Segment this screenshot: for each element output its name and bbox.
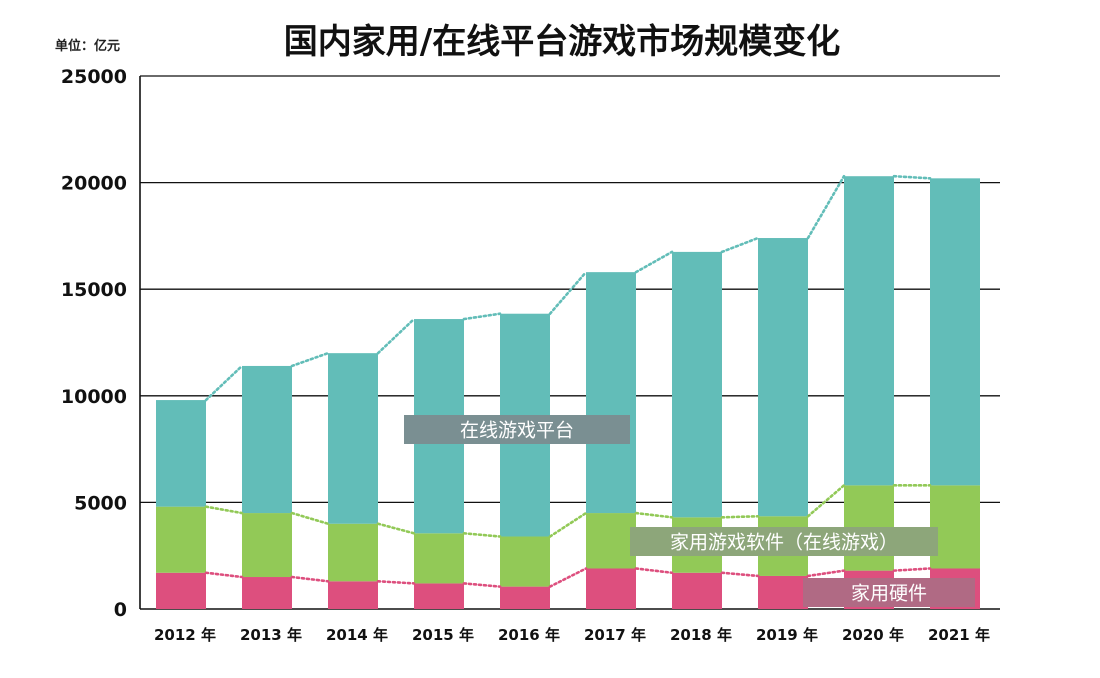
trend-line-segment <box>204 364 244 402</box>
trend-line-segment <box>892 174 932 180</box>
chart-title: 国内家用/在线平台游戏市场规模变化 <box>284 22 840 62</box>
bar-segment <box>586 513 636 569</box>
x-tick-label: 2019 年 <box>756 626 818 644</box>
bar-segment <box>156 506 206 573</box>
series-label-text: 在线游戏平台 <box>460 420 574 442</box>
series-label: 在线游戏平台 <box>404 415 630 444</box>
bar-segment <box>586 568 636 609</box>
x-tick-label: 2015 年 <box>412 626 474 644</box>
x-tick-label: 2012 年 <box>154 626 216 644</box>
series-label-box <box>630 527 938 556</box>
x-tick-label: 2018 年 <box>670 626 732 644</box>
trend-lines <box>204 174 932 588</box>
bar-segment <box>328 353 378 524</box>
trend-line-segment <box>634 511 674 519</box>
trend-line-segment <box>376 317 416 355</box>
trend-line-segment <box>548 567 588 588</box>
trend-line-segment <box>806 569 846 578</box>
trend-line-segment <box>720 571 760 578</box>
trend-line-segment <box>634 250 674 274</box>
bars <box>156 176 980 609</box>
y-tick-label: 10000 <box>61 386 127 408</box>
trend-line-segment <box>892 567 932 572</box>
trend-line-segment <box>290 351 330 368</box>
series-label: 家用游戏软件（在线游戏） <box>630 527 938 556</box>
bar-segment <box>242 513 292 578</box>
bar-segment <box>758 238 808 517</box>
series-label-box <box>404 415 630 444</box>
bar-segment <box>586 272 636 514</box>
trend-line-segment <box>634 567 674 575</box>
x-tick-label: 2013 年 <box>240 626 302 644</box>
bar-segment <box>414 583 464 609</box>
bar-segment <box>672 572 722 609</box>
unit-label: 单位：亿元 <box>55 38 120 54</box>
trend-line-segment <box>462 582 502 588</box>
series-label-text: 家用游戏软件（在线游戏） <box>670 532 898 554</box>
trend-line-segment <box>462 312 502 321</box>
series-label-box <box>803 578 975 607</box>
y-tick-label: 0 <box>114 599 127 621</box>
trend-line-segment <box>204 505 244 515</box>
bar-segment <box>758 575 808 609</box>
trend-line-segment <box>462 532 502 538</box>
bar-segment <box>414 533 464 584</box>
series-label-text: 家用硬件 <box>851 583 927 605</box>
x-tick-label: 2020 年 <box>842 626 904 644</box>
trend-line-segment <box>290 575 330 583</box>
trend-line-segment <box>720 236 760 254</box>
bar-segment <box>500 536 550 587</box>
bar-segment <box>328 581 378 609</box>
y-axis-ticks: 0 5000 10000 15000 20000 25000 <box>61 66 127 621</box>
bar-segment <box>328 523 378 582</box>
trend-line-segment <box>376 579 416 585</box>
series-label: 家用硬件 <box>803 578 975 607</box>
trend-line-segment <box>290 511 330 526</box>
x-tick-label: 2017 年 <box>584 626 646 644</box>
bar-segment <box>672 251 722 518</box>
bar-segment <box>844 176 894 486</box>
bar-segment <box>930 178 980 486</box>
trend-line-segment <box>806 484 846 518</box>
x-axis-ticks: 2012 年 2013 年 2014 年 2015 年 2016 年 2017 年 2018… <box>154 626 990 644</box>
bar-segment <box>930 485 980 569</box>
bar-segment <box>242 577 292 609</box>
x-tick-label: 2021 年 <box>928 626 990 644</box>
y-tick-label: 25000 <box>61 66 127 88</box>
trend-line-segment <box>806 174 846 240</box>
trend-line-segment <box>720 514 760 519</box>
trend-line-segment <box>548 270 588 316</box>
y-tick-label: 15000 <box>61 279 127 301</box>
y-tick-label: 5000 <box>74 492 127 514</box>
x-tick-label: 2016 年 <box>498 626 560 644</box>
trend-line-segment <box>548 511 588 538</box>
bar-segment <box>500 586 550 609</box>
trend-line-segment <box>204 571 244 579</box>
y-tick-label: 20000 <box>61 173 127 195</box>
bar-segment <box>156 572 206 609</box>
x-tick-label: 2014 年 <box>326 626 388 644</box>
bar-segment <box>242 365 292 514</box>
bar-segment <box>156 400 206 507</box>
trend-line-segment <box>376 522 416 535</box>
